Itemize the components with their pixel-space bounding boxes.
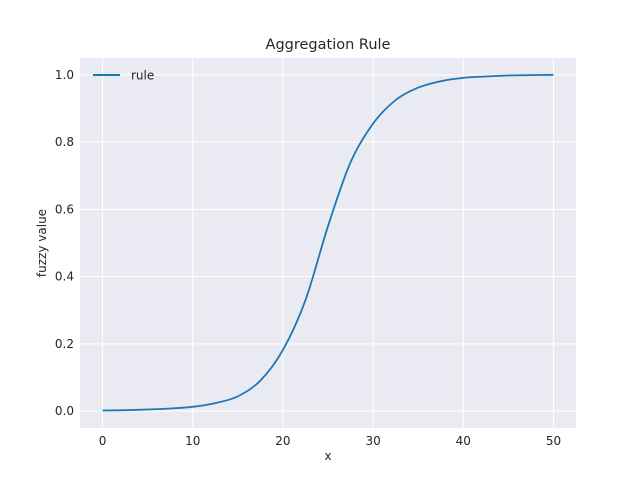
y-tick-label: 0.6 [55, 202, 74, 216]
chart-title: Aggregation Rule [266, 37, 391, 53]
y-tick-label: 1.0 [55, 68, 74, 82]
ticks: 0 10 20 30 40 50 0.0 0.2 0.4 0.6 0.8 1.0 [55, 68, 561, 448]
y-tick-label: 0.2 [55, 337, 74, 351]
x-tick-label: 0 [99, 434, 107, 448]
plot-area [80, 58, 576, 428]
x-axis-label: x [324, 449, 331, 463]
y-axis-label: fuzzy value [35, 209, 49, 277]
y-tick-label: 0.0 [55, 404, 74, 418]
series-line-rule [102, 73, 554, 412]
legend-label-rule: rule [131, 69, 154, 83]
legend: rule [93, 69, 154, 83]
x-tick-label: 50 [546, 434, 561, 448]
x-tick-label: 20 [275, 434, 290, 448]
grid [80, 58, 576, 428]
x-tick-label: 40 [456, 434, 471, 448]
y-tick-label: 0.8 [55, 135, 74, 149]
y-tick-label: 0.4 [55, 270, 74, 284]
x-tick-label: 30 [365, 434, 380, 448]
x-tick-label: 10 [185, 434, 200, 448]
series-layer [102, 73, 554, 412]
